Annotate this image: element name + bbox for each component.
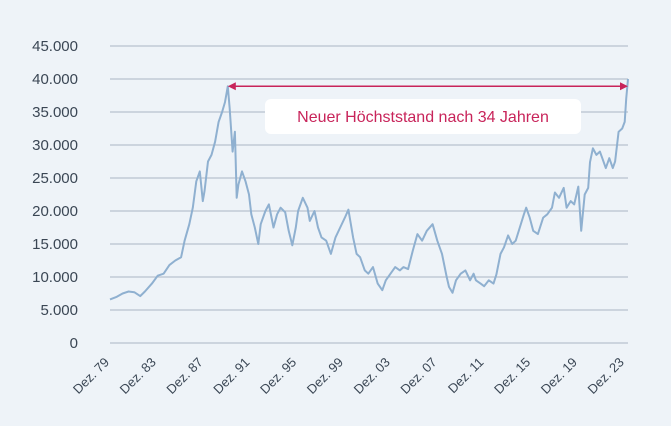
annotation-arrowhead-left — [227, 82, 236, 91]
gridlines — [110, 45, 628, 344]
annotation-text: Neuer Höchststand nach 34 Jahren — [297, 109, 549, 126]
y-axis-labels: 0 5.000 10.000 15.000 20.000 25.000 30.000 35.0… — [32, 38, 78, 352]
y-tick-label: 20.000 — [32, 203, 78, 220]
y-tick-label: 15.000 — [32, 236, 78, 253]
series-group — [109, 78, 629, 301]
series-line-0 — [109, 78, 629, 301]
annotation-group: Neuer Höchststand nach 34 Jahren — [227, 82, 628, 134]
y-tick-label: 35.000 — [32, 104, 78, 121]
y-tick-label: 45.000 — [32, 38, 78, 55]
annotation-arrowhead-right — [620, 82, 628, 91]
y-tick-label: 40.000 — [32, 71, 78, 88]
annotation-box — [265, 99, 581, 134]
y-tick-label: 25.000 — [32, 170, 78, 187]
y-tick-label: 0 — [70, 335, 78, 352]
y-tick-label: 5.000 — [40, 302, 78, 319]
y-tick-label: 30.000 — [32, 137, 78, 154]
y-tick-label: 10.000 — [32, 269, 78, 286]
